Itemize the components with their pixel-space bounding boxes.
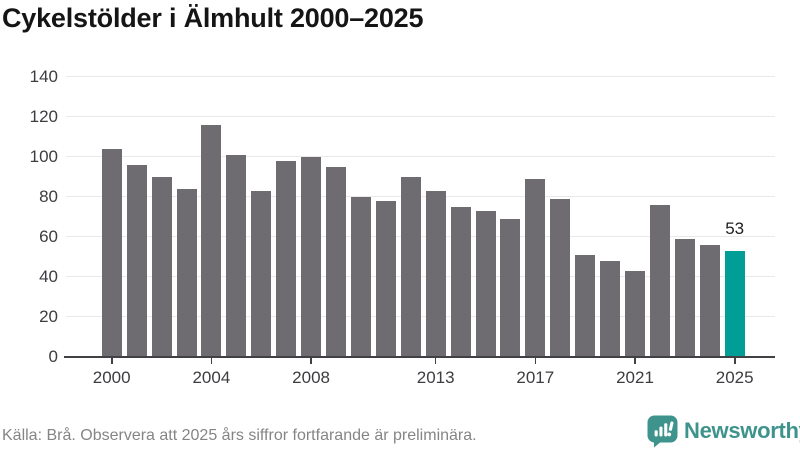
bar-2017 — [525, 179, 546, 357]
bar-2014 — [450, 207, 471, 357]
x-axis-tick-2008 — [310, 358, 312, 364]
bar-2023 — [674, 239, 695, 357]
x-axis-tick-2013 — [434, 358, 437, 364]
x-axis-tick-2004 — [210, 358, 213, 364]
y-axis-label-0: 0 — [48, 347, 58, 366]
bar-2008 — [301, 157, 322, 357]
x-axis-label-2004: 2004 — [192, 368, 231, 387]
bar-2025 — [724, 251, 745, 357]
bar-2020 — [600, 261, 621, 357]
bar-2024 — [699, 245, 720, 357]
bar-2006 — [251, 191, 272, 357]
y-axis-label-120: 120 — [29, 107, 58, 126]
newsworthy-brand[interactable]: Newsworthy — [647, 414, 800, 448]
gridline-y-140 — [66, 76, 775, 77]
newsworthy-wordmark: Newsworthy — [684, 418, 800, 443]
bar-chart-speech-bubble-icon — [647, 415, 678, 448]
bar-2002 — [151, 177, 172, 357]
x-axis-tick-2025 — [734, 358, 736, 364]
bar-2009 — [326, 167, 346, 357]
bar-2007 — [276, 161, 297, 357]
bar-2015 — [475, 211, 496, 357]
y-axis-label-80: 80 — [39, 187, 58, 206]
bar-2018 — [550, 199, 571, 357]
x-axis-label-2025: 2025 — [715, 368, 754, 387]
bar-value-label: 53 — [725, 219, 745, 238]
y-axis-label-140: 140 — [29, 67, 58, 86]
bar-2003 — [176, 189, 197, 357]
bar-2000 — [101, 149, 122, 357]
bar-2019 — [575, 255, 596, 357]
y-axis-label-60: 60 — [39, 227, 58, 246]
bar-2010 — [350, 197, 371, 357]
bar-2001 — [126, 165, 147, 357]
x-axis-label-2017: 2017 — [516, 368, 555, 387]
gridline-y-120 — [66, 116, 775, 117]
bar-2022 — [649, 205, 670, 357]
bar-2021 — [625, 271, 645, 357]
x-axis-label-2008: 2008 — [292, 368, 330, 387]
bar-2011 — [375, 201, 396, 357]
x-axis-label-2021: 2021 — [616, 368, 654, 387]
bar-2016 — [500, 219, 521, 357]
x-axis-line — [64, 356, 775, 358]
bar-2005 — [226, 155, 247, 357]
x-axis-label-2013: 2013 — [416, 368, 455, 387]
x-axis-tick-2021 — [634, 358, 636, 364]
y-axis-label-20: 20 — [39, 307, 58, 326]
source-note: Källa: Brå. Observera att 2025 års siffr… — [2, 427, 477, 444]
x-axis-label-2000: 2000 — [92, 368, 131, 387]
y-axis-label-100: 100 — [29, 147, 58, 166]
x-axis-tick-2000 — [111, 358, 113, 364]
gridline-y-100 — [66, 156, 775, 157]
x-axis-tick-2017 — [534, 358, 537, 364]
chart-title: Cykelstölder i Älmhult 2000–2025 — [2, 3, 424, 33]
bar-2013 — [425, 191, 446, 357]
y-axis-label-40: 40 — [39, 267, 58, 286]
bar-2004 — [201, 125, 222, 357]
bar-2012 — [400, 177, 421, 357]
